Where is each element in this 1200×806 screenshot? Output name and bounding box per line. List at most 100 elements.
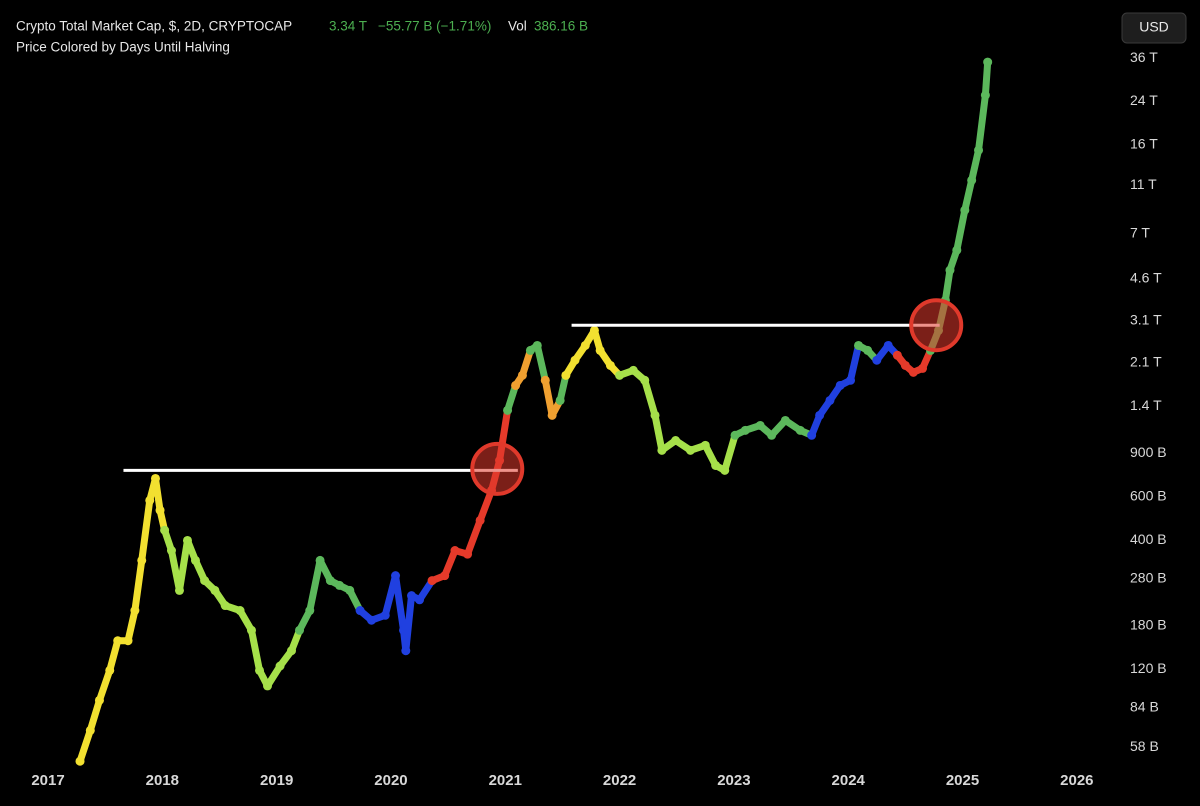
price-point — [863, 345, 873, 355]
price-point — [210, 585, 220, 595]
price-point — [200, 576, 210, 586]
price-segment — [651, 411, 666, 454]
price-segment — [247, 626, 263, 674]
price-point — [295, 625, 305, 635]
y-tick-label: 600 B — [1130, 488, 1167, 504]
price-point — [275, 661, 285, 671]
price-point — [892, 350, 902, 360]
price-point — [511, 380, 521, 390]
price-point — [615, 370, 625, 380]
plot — [75, 57, 993, 766]
price-segment — [306, 556, 324, 615]
price-point — [85, 725, 95, 735]
price-point — [883, 340, 893, 350]
price-segment — [941, 266, 954, 304]
y-tick-label: 180 B — [1130, 617, 1167, 633]
x-tick-label: 2022 — [603, 772, 636, 789]
price-point — [825, 395, 835, 405]
price-point — [380, 610, 390, 620]
y-tick-label: 16 T — [1130, 136, 1158, 152]
price-point — [174, 585, 184, 595]
y-tick-label: 2.1 T — [1130, 353, 1162, 369]
price-point — [503, 405, 513, 415]
price-point — [835, 380, 845, 390]
currency-button[interactable] — [1121, 12, 1187, 44]
price-point — [315, 555, 325, 565]
price-segment — [476, 486, 496, 524]
y-tick-label: 280 B — [1130, 569, 1167, 585]
price-point — [463, 549, 473, 559]
price-point — [685, 445, 695, 455]
price-segment — [441, 547, 459, 580]
price-point — [795, 425, 805, 435]
breakout-circle — [909, 298, 964, 353]
price-segment — [541, 376, 556, 419]
price-point — [807, 430, 817, 440]
price-point — [780, 415, 790, 425]
price-point — [983, 57, 993, 67]
price-point — [287, 646, 297, 656]
price-segment — [533, 341, 549, 384]
price-point — [166, 546, 176, 556]
price-point — [872, 355, 882, 365]
price-point — [974, 145, 984, 155]
y-tick-label: 7 T — [1130, 224, 1150, 240]
price-point — [182, 535, 192, 545]
x-tick-label: 2025 — [946, 772, 979, 789]
price-point — [740, 425, 750, 435]
volume: 386.16 B — [534, 19, 588, 34]
price-point — [657, 445, 667, 455]
price-point — [908, 367, 918, 377]
price-point — [589, 325, 599, 335]
y-tick-label: 84 B — [1130, 698, 1159, 714]
price-point — [730, 430, 740, 440]
price-point — [561, 370, 571, 380]
price-segment — [641, 376, 659, 419]
price-point — [355, 606, 365, 616]
breakout-circle — [470, 441, 525, 496]
price-point — [815, 410, 825, 420]
price-point — [650, 410, 660, 420]
price-point — [720, 465, 730, 475]
price-point — [440, 571, 450, 581]
price-point — [160, 525, 170, 535]
x-tick-label: 2026 — [1060, 772, 1093, 789]
price-point — [595, 345, 605, 355]
price-segment — [721, 431, 739, 474]
price-point — [262, 681, 272, 691]
price-point — [525, 345, 535, 355]
price-point — [671, 436, 681, 446]
price-point — [94, 695, 104, 705]
price-point — [246, 625, 256, 635]
price-segment — [124, 607, 139, 645]
x-tick-label: 2023 — [717, 772, 750, 789]
price-point — [113, 636, 123, 646]
price-point — [605, 360, 615, 370]
price-segment — [847, 341, 863, 384]
price-point — [700, 440, 710, 450]
volume-label: Vol — [508, 19, 527, 34]
x-tick-label: 2017 — [31, 772, 64, 789]
price-point — [235, 606, 245, 616]
y-tick-label: 400 B — [1130, 531, 1167, 547]
price-point — [367, 615, 377, 625]
price-segment — [968, 146, 983, 184]
price-point — [475, 515, 485, 525]
price-point — [960, 205, 970, 215]
price-segment — [975, 91, 989, 154]
price-segment — [961, 176, 976, 214]
currency-label[interactable]: USD — [1139, 19, 1169, 35]
price-point — [900, 360, 910, 370]
price-segment — [131, 556, 146, 615]
y-tick-label: 11 T — [1130, 176, 1157, 192]
price-segment — [86, 696, 103, 734]
price-point — [190, 555, 200, 565]
price-point — [711, 460, 721, 470]
price-point — [415, 595, 425, 605]
change: −55.77 B (−1.71%) — [378, 19, 491, 34]
price-segment — [76, 726, 94, 765]
price-point — [450, 546, 460, 556]
